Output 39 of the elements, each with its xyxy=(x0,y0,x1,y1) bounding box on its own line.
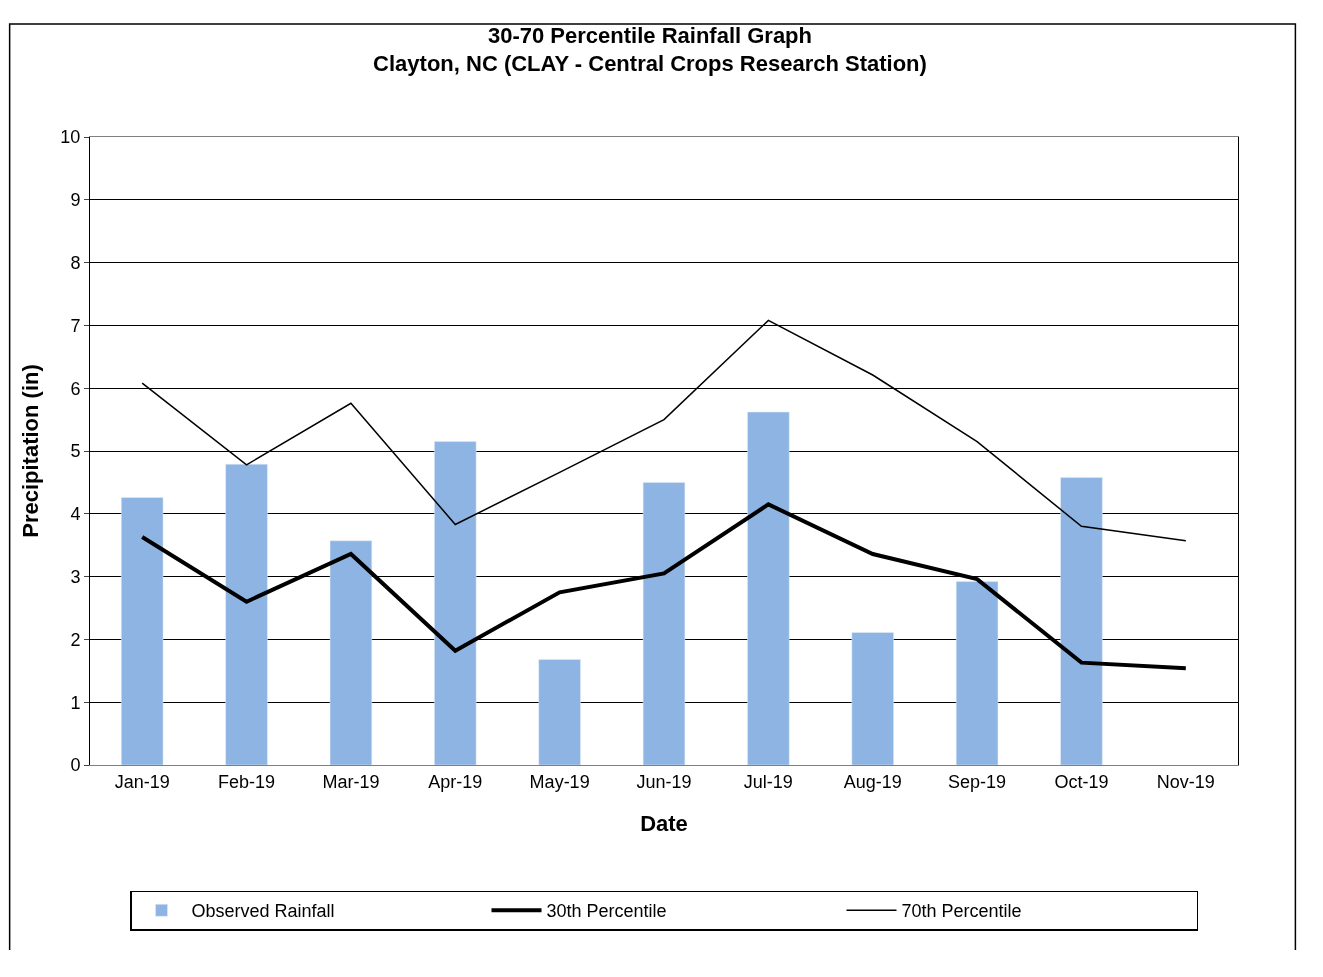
y-tick-label: 4 xyxy=(70,504,81,525)
x-tick-label: Apr-19 xyxy=(428,771,483,792)
legend-label: 70th Percentile xyxy=(901,901,1022,922)
x-tick-label: Mar-19 xyxy=(322,771,380,792)
bar xyxy=(1060,477,1103,765)
x-tick-label: Jun-19 xyxy=(636,771,692,792)
x-tick-label: Feb-19 xyxy=(218,771,276,792)
y-tick-label: 2 xyxy=(70,629,81,650)
legend-label: Observed Rainfall xyxy=(191,901,335,922)
x-tick-label: Aug-19 xyxy=(843,771,902,792)
x-tick-label: Oct-19 xyxy=(1054,771,1109,792)
y-tick-label: 7 xyxy=(70,315,81,336)
y-axis-title: Precipitation (in) xyxy=(18,364,44,538)
x-tick-label: May-19 xyxy=(529,771,590,792)
bar xyxy=(538,659,581,765)
bar xyxy=(121,497,164,765)
bar xyxy=(434,441,477,765)
x-axis-title: Date xyxy=(640,811,688,837)
chart-title: 30-70 Percentile Rainfall Graph xyxy=(487,22,813,48)
x-tick-label: Jan-19 xyxy=(114,771,170,792)
bar xyxy=(851,632,894,765)
y-tick-label: 3 xyxy=(70,566,81,587)
chart-subtitle: Clayton, NC (CLAY - Central Crops Research Station) xyxy=(373,51,927,77)
y-tick-label: 6 xyxy=(70,378,81,399)
y-tick-label: 1 xyxy=(70,692,81,713)
bar xyxy=(747,411,790,765)
x-tick-label: Nov-19 xyxy=(1156,771,1215,792)
bar xyxy=(329,540,373,765)
y-tick-label: 0 xyxy=(70,755,81,776)
x-tick-label: Jul-19 xyxy=(743,771,793,792)
bar xyxy=(955,581,999,765)
x-tick-label: Sep-19 xyxy=(948,771,1007,792)
bar xyxy=(225,463,268,765)
y-tick-label: 5 xyxy=(70,441,81,462)
legend-label: 30th Percentile xyxy=(546,901,667,922)
y-tick-label: 9 xyxy=(70,190,81,211)
bar xyxy=(642,482,686,765)
y-tick-label: 8 xyxy=(70,252,81,273)
y-tick-label: 10 xyxy=(60,127,81,148)
